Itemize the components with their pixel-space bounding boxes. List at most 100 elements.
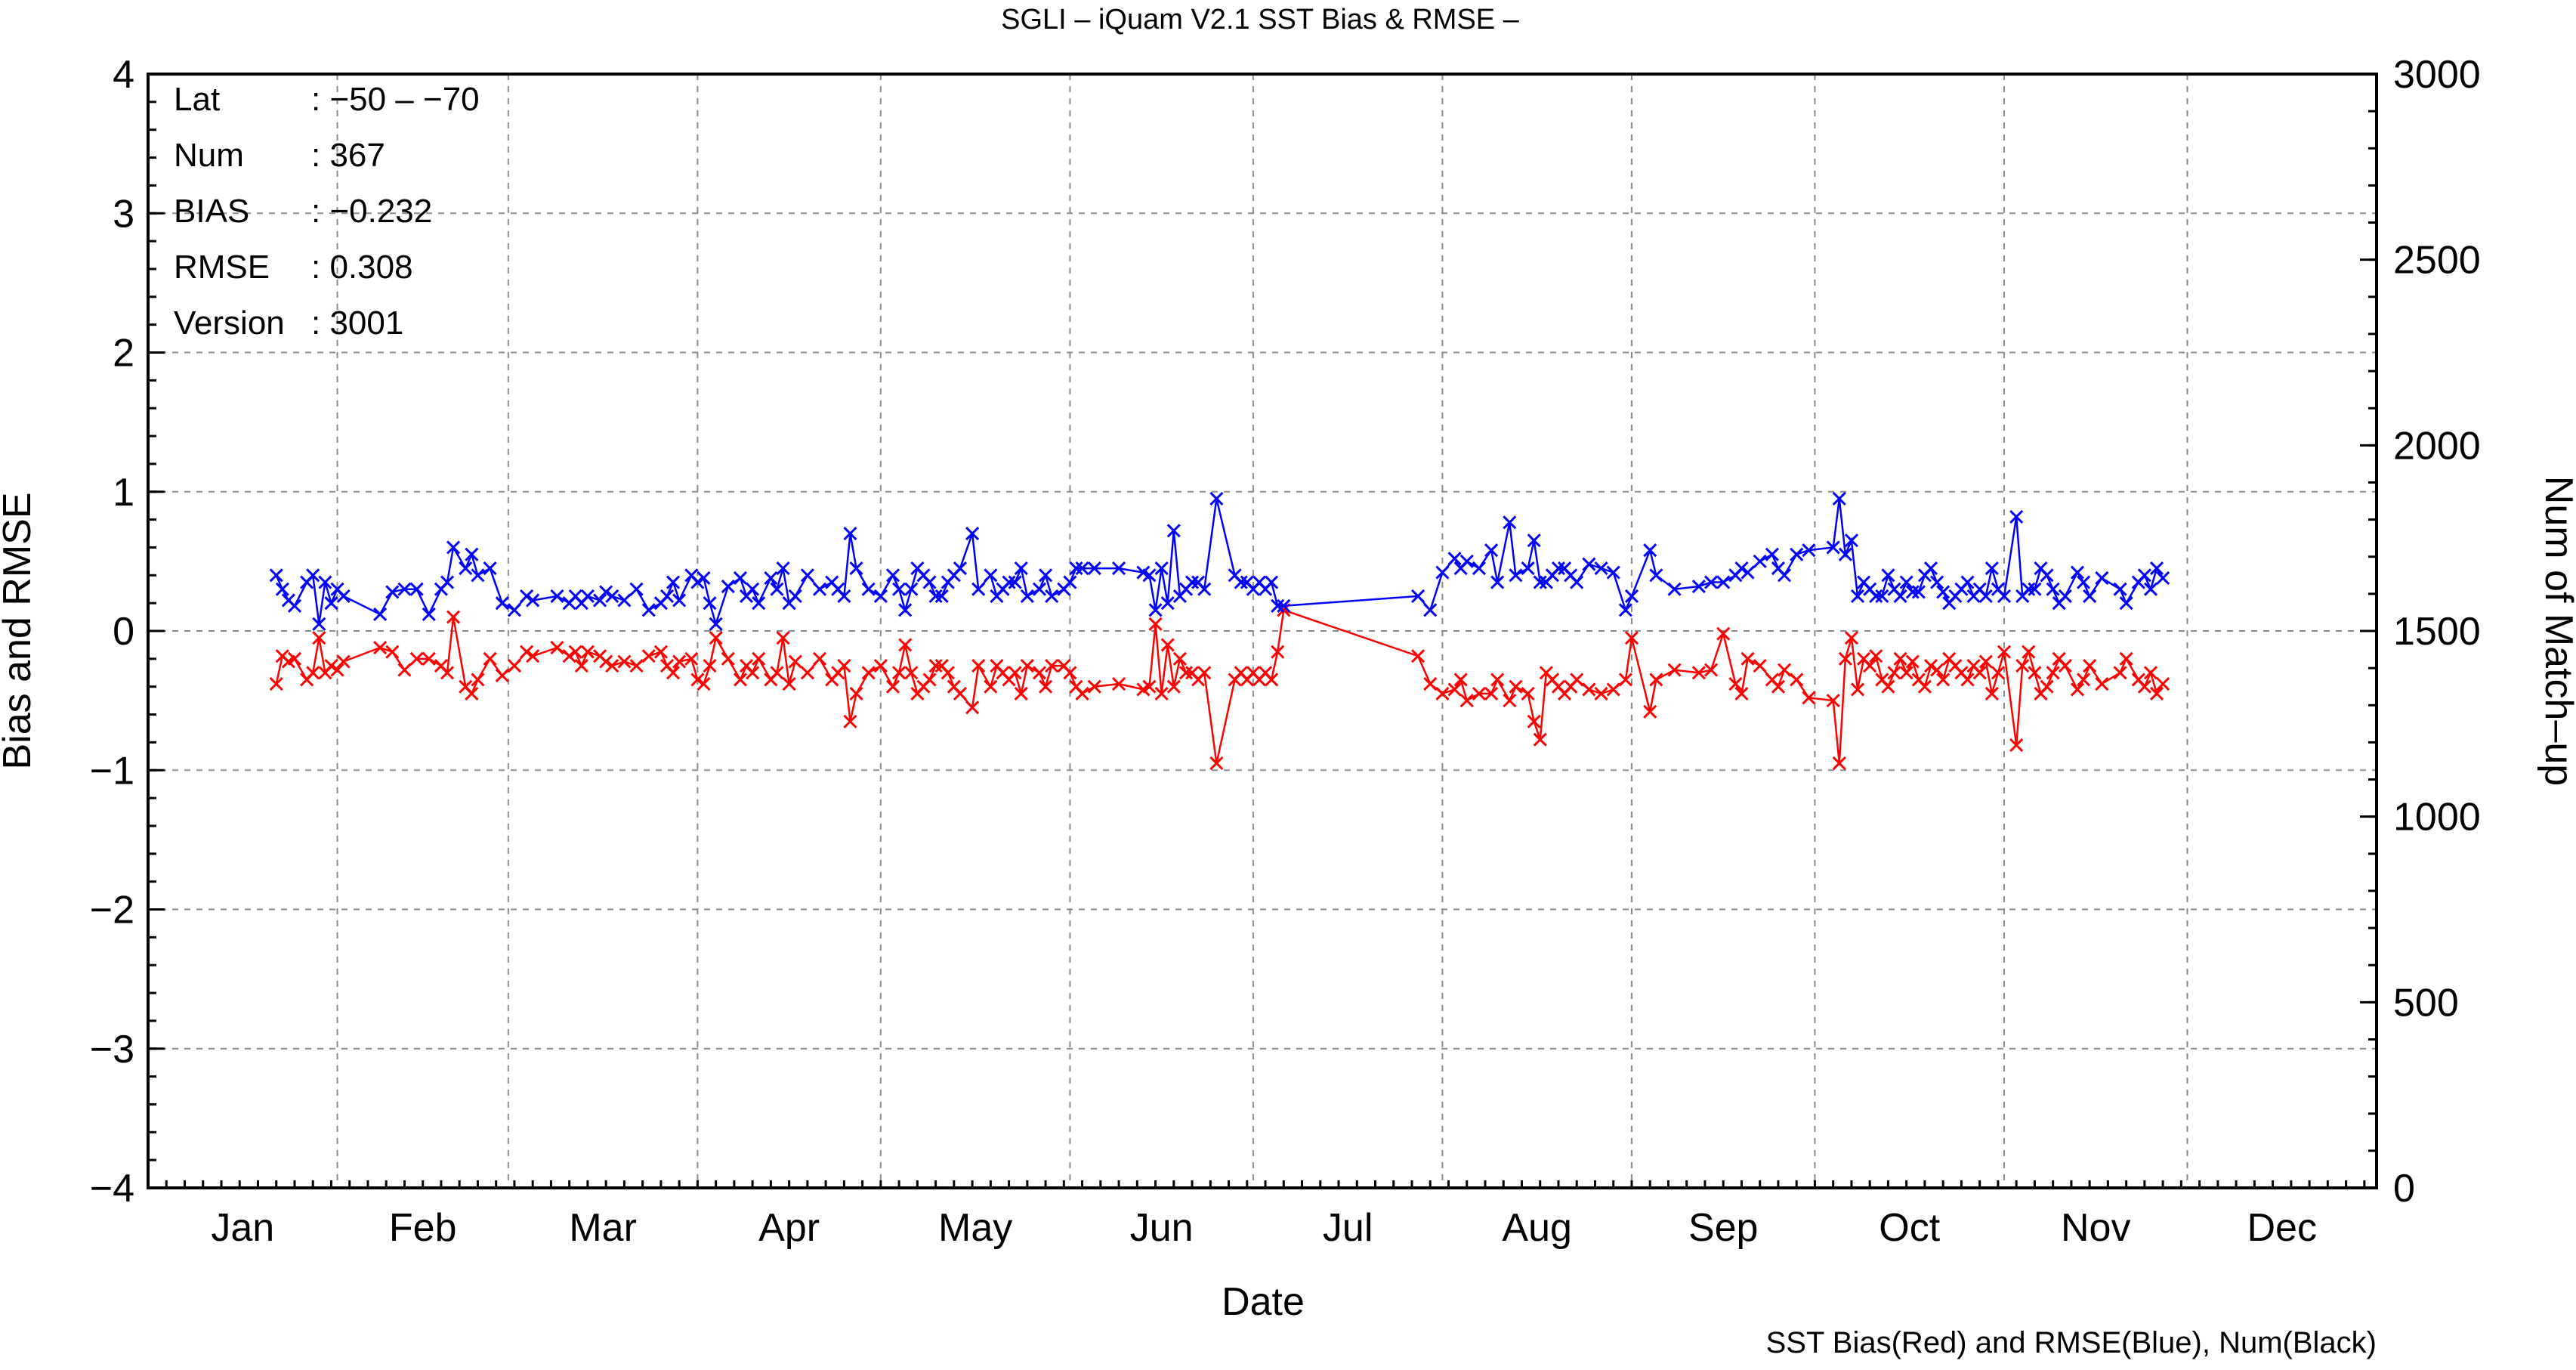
data-point (1923, 561, 1938, 576)
y-tick-label: −2 (90, 889, 134, 932)
data-point (1570, 575, 1584, 589)
data-point (703, 596, 717, 611)
data-point (2095, 676, 2109, 691)
data-point (2022, 582, 2036, 596)
y-tick-label: −4 (90, 1167, 134, 1211)
data-point (1039, 568, 1053, 583)
data-point (1887, 666, 1901, 680)
y-tick-label: 0 (113, 610, 134, 654)
y2-tick-label: 2500 (2393, 239, 2481, 283)
data-point (885, 568, 900, 583)
x-tick-label: Jun (1130, 1206, 1194, 1250)
data-point (873, 659, 888, 673)
info-key: Num (174, 137, 244, 174)
info-value: : 367 (311, 137, 385, 174)
data-point (653, 645, 668, 659)
data-point (1643, 543, 1657, 558)
data-point (690, 575, 705, 589)
data-point (709, 631, 723, 645)
y-tick-label: 1 (113, 471, 134, 515)
data-point (861, 666, 876, 680)
data-point (659, 589, 675, 603)
data-point (1045, 659, 1059, 673)
data-point (984, 568, 998, 583)
data-point (2137, 679, 2151, 694)
data-point (2113, 666, 2127, 680)
data-point (1002, 575, 1016, 589)
data-point (892, 666, 907, 680)
data-point (1271, 645, 1285, 659)
data-point (1972, 666, 1987, 680)
data-point (507, 659, 521, 673)
data-point (312, 617, 326, 631)
data-point (483, 651, 497, 666)
data-point (617, 654, 632, 669)
data-point (1667, 582, 1682, 596)
y-axis-title: Bias and RMSE (0, 492, 39, 769)
y-tick-label: 3 (113, 192, 134, 236)
data-point (1978, 654, 1993, 669)
data-point (733, 571, 748, 586)
data-point (1484, 686, 1499, 700)
x-tick-label: May (938, 1206, 1012, 1250)
y-tick-label: −3 (90, 1028, 134, 1072)
y2-tick-label: 1000 (2393, 796, 2481, 840)
data-point (1185, 575, 1200, 589)
data-point (465, 547, 479, 561)
x-tick-label: Feb (389, 1206, 457, 1250)
data-point (605, 659, 619, 673)
info-key: Lat (174, 81, 220, 118)
data-point (1960, 575, 1975, 589)
data-point (941, 666, 955, 680)
data-point (1594, 686, 1608, 700)
data-point (812, 651, 827, 666)
data-point (1624, 631, 1639, 645)
data-point (1484, 543, 1499, 558)
info-key: Version (174, 305, 285, 342)
data-point (2028, 582, 2042, 596)
data-point (1509, 568, 1523, 583)
data-point (1838, 547, 1852, 561)
data-point (1875, 589, 1889, 603)
x-tick-label: Jan (211, 1206, 274, 1250)
data-point (788, 654, 802, 669)
data-point (1893, 589, 1907, 603)
data-point (1197, 666, 1212, 680)
data-point (752, 596, 766, 611)
x-tick-label: Oct (1879, 1206, 1940, 1250)
data-point (580, 645, 595, 659)
y-tick-label: 2 (113, 332, 134, 376)
data-point (1985, 561, 1999, 576)
data-point (672, 593, 687, 608)
data-point (666, 575, 681, 589)
y2-tick-label: 3000 (2393, 53, 2481, 97)
data-point (1728, 676, 1743, 691)
data-point (465, 686, 479, 700)
data-point (904, 582, 919, 596)
data-point (306, 568, 320, 583)
y2-tick-label: 1500 (2393, 610, 2481, 654)
data-point (1997, 589, 2012, 603)
data-point (330, 663, 344, 677)
data-point (1826, 540, 1840, 555)
data-point (617, 593, 632, 608)
data-point (928, 589, 943, 603)
data-point (1075, 686, 1089, 700)
data-point (1917, 679, 1932, 694)
data-point (1570, 673, 1584, 687)
data-point (1753, 659, 1767, 673)
data-point (2046, 666, 2060, 680)
x-tick-label: Dec (2247, 1206, 2316, 1250)
data-point (641, 603, 656, 617)
y2-tick-label: 500 (2393, 981, 2459, 1025)
data-point (2143, 666, 2158, 680)
data-point (971, 659, 986, 673)
data-point (1881, 568, 1895, 583)
data-point (1490, 673, 1505, 687)
data-point (1032, 666, 1047, 680)
info-value: : 0.308 (311, 249, 413, 286)
data-point (1533, 575, 1547, 589)
data-point (1734, 686, 1749, 700)
chart-title: SGLI – iQuam V2.1 SST Bias & RMSE – (1001, 4, 1520, 36)
data-point (1142, 679, 1157, 694)
